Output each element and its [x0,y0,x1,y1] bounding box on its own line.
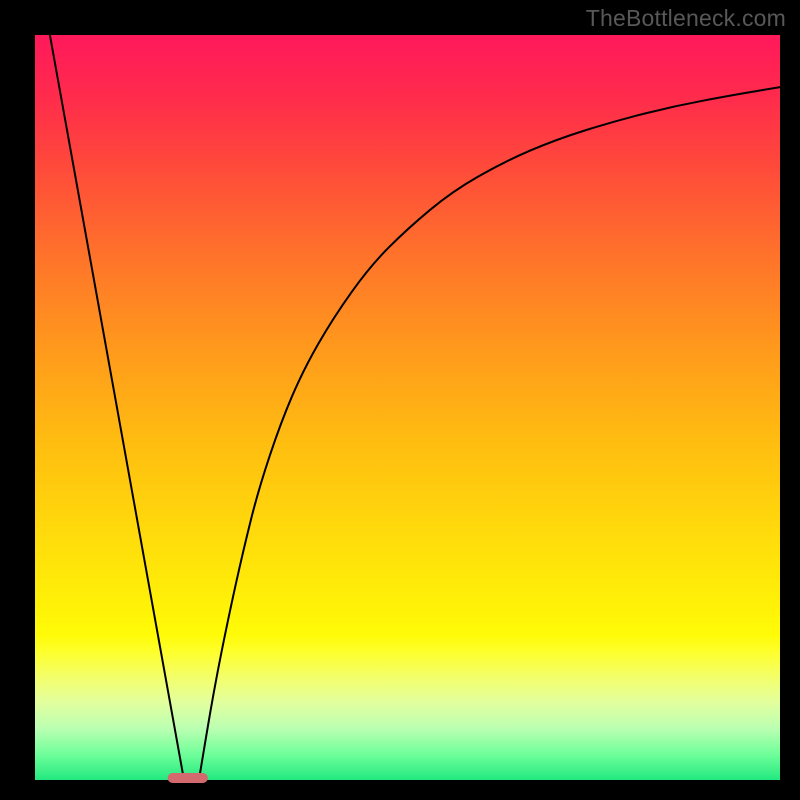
dip-marker [168,773,208,783]
watermark-text: TheBottleneck.com [586,5,786,32]
chart-svg [0,0,800,800]
plot-background [35,35,780,780]
chart-container: TheBottleneck.com [0,0,800,800]
